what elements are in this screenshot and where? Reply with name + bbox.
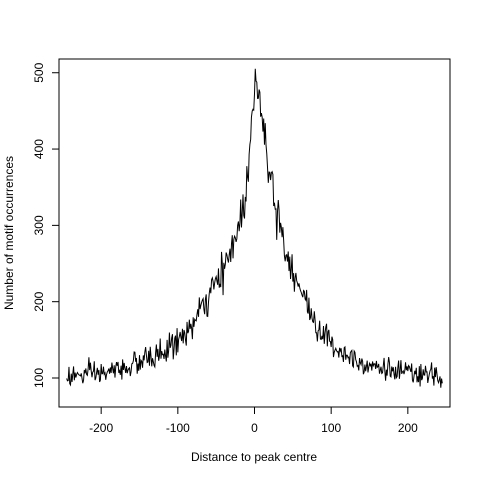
x-tick-label: 100 [321,421,341,435]
y-tick-label: 300 [32,215,46,235]
x-axis-title: Distance to peak centre [191,450,317,464]
x-tick-label: 0 [251,421,258,435]
y-tick-label: 100 [32,368,46,388]
y-tick-label: 500 [32,62,46,82]
y-axis-title: Number of motif occurrences [2,156,16,310]
x-tick-label: 200 [398,421,418,435]
x-tick-label: -200 [89,421,113,435]
plot-frame [58,58,451,408]
y-tick-label: 400 [32,139,46,159]
x-axis: -200 -100 0 100 200 [89,406,418,435]
series-line [66,68,443,388]
x-tick-label: -100 [166,421,190,435]
y-tick-label: 200 [32,291,46,311]
y-axis: 100 200 300 400 500 [32,62,60,388]
